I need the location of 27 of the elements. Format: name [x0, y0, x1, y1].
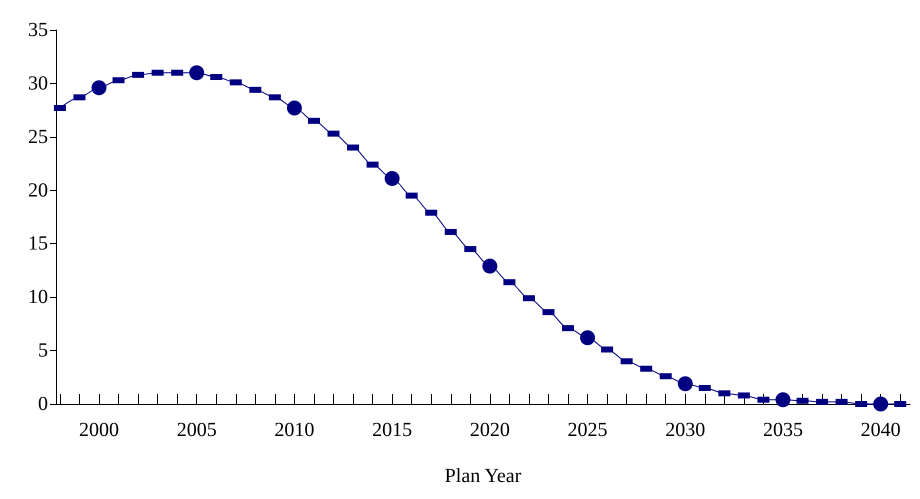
point: [92, 80, 106, 96]
x-tick-label: 2040: [860, 419, 901, 441]
y-tick-label: 20: [28, 179, 48, 202]
point: [873, 396, 888, 412]
y-tick-label: 15: [28, 232, 48, 255]
y-tick-label: 30: [28, 72, 48, 94]
x-tick-label: 2000: [78, 419, 119, 441]
point: [384, 171, 400, 186]
point: [482, 258, 498, 274]
point: [678, 376, 693, 392]
x-tick-label: 2020: [470, 419, 510, 441]
x-tick-label: 2010: [274, 419, 314, 441]
x-tick-label: 2025: [568, 419, 608, 441]
y-tick-label: 0: [38, 393, 48, 415]
point: [580, 330, 596, 346]
y-tick-label: 35: [28, 19, 48, 41]
x-tick-label: 2015: [372, 419, 412, 441]
y-tick-label: 25: [28, 126, 48, 148]
x-tick-label: 2035: [762, 419, 803, 441]
y-tick-label: 10: [28, 286, 48, 308]
x-tick-label: 2005: [176, 419, 217, 441]
x-axis-title: Plan Year: [444, 465, 522, 487]
y-tick-label: 5: [38, 340, 48, 362]
x-tick-label: 2030: [665, 419, 706, 441]
point: [286, 100, 302, 116]
point: [189, 65, 204, 80]
point: [775, 392, 790, 408]
